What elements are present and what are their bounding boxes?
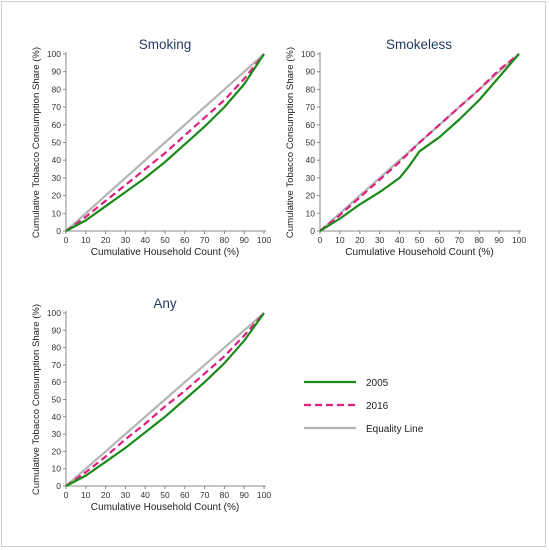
y-tick-label: 90 bbox=[306, 67, 316, 77]
x-tick-label: 0 bbox=[64, 235, 69, 245]
x-tick-label: 80 bbox=[220, 490, 230, 500]
y-tick-label: 0 bbox=[56, 481, 61, 491]
series-line-equality-line bbox=[65, 312, 265, 487]
y-tick-label: 80 bbox=[306, 84, 316, 94]
y-tick-label: 70 bbox=[306, 102, 316, 112]
y-tick-label: 20 bbox=[52, 446, 62, 456]
y-tick-label: 30 bbox=[306, 173, 316, 183]
x-tick-label: 40 bbox=[140, 490, 150, 500]
y-tick-label: 20 bbox=[306, 191, 316, 201]
x-tick-label: 40 bbox=[140, 235, 150, 245]
legend-label-2005: 2005 bbox=[366, 378, 389, 389]
y-axis-label: Cumulative Tobacco Consumption Share (%) bbox=[31, 304, 42, 495]
x-tick-label: 90 bbox=[239, 235, 249, 245]
y-tick-label: 70 bbox=[52, 102, 62, 112]
y-tick-label: 60 bbox=[52, 120, 62, 130]
panel-smoking: Smoking 0 10 20 30 40 50 60 70 80 90 100 0 10 20 30 40 50… bbox=[31, 37, 271, 258]
y-tick-label: 50 bbox=[306, 138, 316, 148]
panel-smokeless: Smokeless 0 10 20 30 40 50 60 70 80 90 100 0 10 20 30 40… bbox=[285, 37, 526, 258]
series-line-2016 bbox=[319, 53, 520, 232]
y-tick-label: 10 bbox=[52, 464, 62, 474]
series-line-2016 bbox=[65, 53, 265, 232]
series-line-2005 bbox=[319, 53, 520, 232]
series-line-2005 bbox=[65, 53, 265, 232]
y-tick-label: 20 bbox=[52, 191, 62, 201]
x-tick-label: 10 bbox=[81, 490, 91, 500]
x-tick-label: 60 bbox=[435, 235, 445, 245]
x-tick-label: 70 bbox=[455, 235, 465, 245]
x-tick-label: 80 bbox=[474, 235, 484, 245]
x-tick-label: 20 bbox=[101, 490, 111, 500]
y-axis-label: Cumulative Tobacco Consumption Share (%) bbox=[285, 47, 296, 238]
y-tick-label: 0 bbox=[310, 226, 315, 236]
x-tick-label: 30 bbox=[121, 490, 131, 500]
y-tick-label: 70 bbox=[52, 360, 62, 370]
y-tick-label: 60 bbox=[306, 120, 316, 130]
series-line-equality-line bbox=[65, 53, 265, 232]
x-tick-label: 20 bbox=[101, 235, 111, 245]
x-tick-label: 0 bbox=[318, 235, 323, 245]
panel-any: Any 0 10 20 30 40 50 60 70 80 90 100 0 10 20 30 40 50 60 70… bbox=[31, 296, 271, 513]
x-tick-label: 90 bbox=[239, 490, 249, 500]
legend-label-equality-line: Equality Line bbox=[366, 424, 424, 435]
y-tick-label: 80 bbox=[52, 84, 62, 94]
x-tick-label: 50 bbox=[160, 490, 170, 500]
x-tick-label: 100 bbox=[257, 235, 271, 245]
x-tick-label: 30 bbox=[121, 235, 131, 245]
x-axis-label: Cumulative Household Count (%) bbox=[91, 247, 239, 258]
y-tick-label: 90 bbox=[52, 325, 62, 335]
legend-label-2016: 2016 bbox=[366, 401, 389, 412]
x-tick-label: 70 bbox=[200, 490, 210, 500]
chart-title: Smoking bbox=[139, 37, 192, 52]
y-tick-label: 100 bbox=[47, 49, 61, 59]
legend: 2005 2016 Equality Line bbox=[304, 378, 424, 435]
x-tick-label: 100 bbox=[257, 490, 271, 500]
x-tick-label: 70 bbox=[200, 235, 210, 245]
series-line-2016 bbox=[65, 312, 265, 487]
y-tick-label: 0 bbox=[56, 226, 61, 236]
x-tick-label: 60 bbox=[180, 235, 190, 245]
y-tick-label: 10 bbox=[52, 208, 62, 218]
y-tick-label: 50 bbox=[52, 138, 62, 148]
y-tick-label: 40 bbox=[52, 412, 62, 422]
x-axis-label: Cumulative Household Count (%) bbox=[345, 247, 493, 258]
y-tick-label: 100 bbox=[301, 49, 315, 59]
x-tick-label: 100 bbox=[512, 235, 526, 245]
y-tick-label: 90 bbox=[52, 67, 62, 77]
y-tick-label: 40 bbox=[306, 155, 316, 165]
y-tick-label: 10 bbox=[306, 208, 316, 218]
x-tick-label: 90 bbox=[494, 235, 504, 245]
x-tick-label: 30 bbox=[375, 235, 385, 245]
x-tick-label: 20 bbox=[355, 235, 365, 245]
x-tick-label: 80 bbox=[220, 235, 230, 245]
x-tick-label: 0 bbox=[64, 490, 69, 500]
y-tick-label: 80 bbox=[52, 343, 62, 353]
y-tick-label: 50 bbox=[52, 395, 62, 405]
y-tick-label: 60 bbox=[52, 377, 62, 387]
series-line-2005 bbox=[65, 312, 265, 487]
x-tick-label: 10 bbox=[335, 235, 345, 245]
x-tick-label: 60 bbox=[180, 490, 190, 500]
chart-title: Smokeless bbox=[386, 37, 452, 52]
y-axis-label: Cumulative Tobacco Consumption Share (%) bbox=[31, 47, 42, 238]
y-tick-label: 30 bbox=[52, 173, 62, 183]
y-tick-label: 100 bbox=[47, 308, 61, 318]
y-tick-label: 40 bbox=[52, 155, 62, 165]
x-tick-label: 50 bbox=[160, 235, 170, 245]
x-tick-label: 50 bbox=[415, 235, 425, 245]
x-axis-label: Cumulative Household Count (%) bbox=[91, 502, 239, 513]
chart-title: Any bbox=[153, 296, 177, 311]
x-tick-label: 10 bbox=[81, 235, 91, 245]
y-tick-label: 30 bbox=[52, 429, 62, 439]
x-tick-label: 40 bbox=[395, 235, 405, 245]
